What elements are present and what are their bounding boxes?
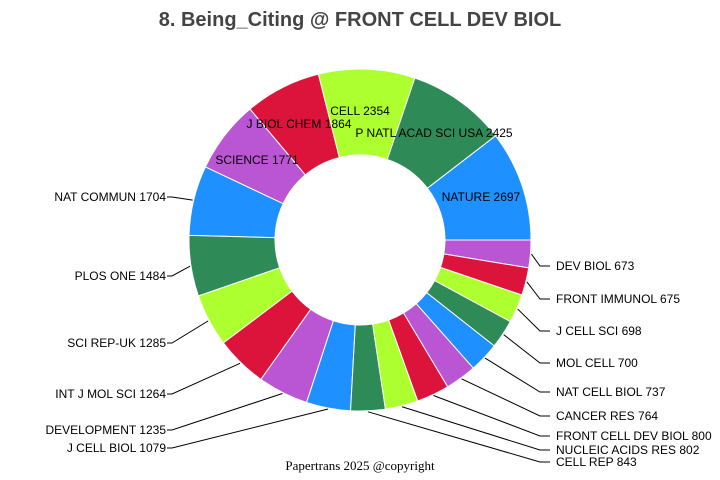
leader-line xyxy=(167,393,283,431)
slice-label: J BIOL CHEM 1864 xyxy=(247,117,352,131)
leader-line xyxy=(167,408,329,449)
slice-label: MOL CELL 700 xyxy=(556,356,638,370)
leader-line xyxy=(526,281,550,300)
slice-label: CANCER RES 764 xyxy=(556,409,658,423)
slice-label: CELL REP 843 xyxy=(556,455,637,469)
slice-label: DEV BIOL 673 xyxy=(556,259,635,273)
leader-line xyxy=(401,406,550,451)
slice-label: DEVELOPMENT 1235 xyxy=(46,423,167,437)
slice-label: FRONT IMMUNOL 675 xyxy=(556,292,680,306)
leader-line xyxy=(167,265,191,277)
chart-title: 8. Being_Citing @ FRONT CELL DEV BIOL xyxy=(159,9,561,31)
slice-label: FRONT CELL DEV BIOL 800 xyxy=(556,429,712,443)
slice-label: NAT CELL BIOL 737 xyxy=(556,385,666,399)
slice-label: NUCLEIC ACIDS RES 802 xyxy=(556,443,700,457)
slice-label: CELL 2354 xyxy=(330,104,390,118)
leader-line xyxy=(517,308,550,332)
slice-label: P NATL ACAD SCI USA 2425 xyxy=(355,126,513,140)
slice-label: NAT COMMUN 1704 xyxy=(54,190,166,204)
leader-line xyxy=(503,334,550,364)
slice-label: J CELL BIOL 1079 xyxy=(67,441,166,455)
slice-label: SCI REP-UK 1285 xyxy=(67,336,166,350)
slice-dev-biol xyxy=(443,239,532,269)
slice-label: SCIENCE 1771 xyxy=(215,153,299,167)
slice-label: PLOS ONE 1484 xyxy=(75,269,167,283)
slice-label: INT J MOL SCI 1264 xyxy=(55,387,166,401)
slice-label: NATURE 2697 xyxy=(442,190,521,204)
leader-line xyxy=(433,395,550,437)
leader-line xyxy=(167,196,193,201)
leader-line xyxy=(167,362,241,395)
leader-line xyxy=(461,378,550,417)
leader-line xyxy=(167,320,209,344)
slice-label: J CELL SCI 698 xyxy=(556,324,642,338)
footer-copyright: Papertrans 2025 @copyright xyxy=(285,458,435,473)
leader-line xyxy=(367,411,550,463)
leader-line xyxy=(531,253,550,267)
leader-line xyxy=(484,357,550,393)
